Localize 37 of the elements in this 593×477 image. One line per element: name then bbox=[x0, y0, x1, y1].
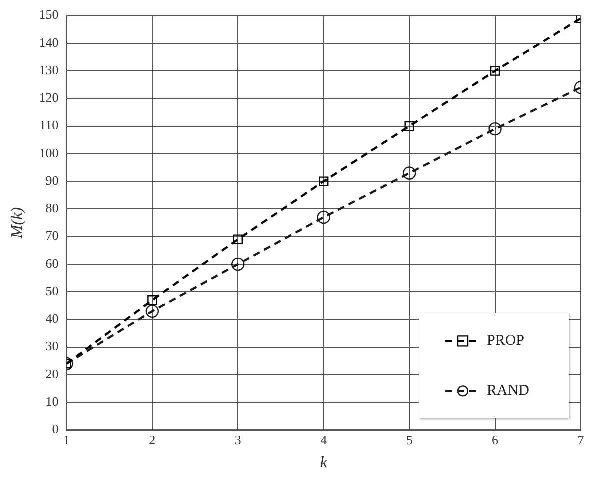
point bbox=[232, 258, 245, 272]
point bbox=[488, 122, 502, 136]
x-tick-label: 6 bbox=[492, 432, 500, 448]
x-tick-label: 4 bbox=[320, 432, 328, 448]
y-tick-label: 130 bbox=[39, 62, 59, 78]
x-axis-title: k bbox=[320, 454, 328, 472]
y-tick-label: 110 bbox=[40, 118, 59, 133]
point bbox=[404, 121, 414, 132]
point bbox=[317, 210, 330, 224]
point bbox=[490, 66, 500, 76]
y-tick-label: 80 bbox=[46, 200, 59, 216]
point bbox=[148, 296, 158, 306]
y-tick-label: 90 bbox=[46, 172, 59, 188]
y-tick-label: 0 bbox=[52, 422, 59, 437]
y-tick-label: 150 bbox=[39, 7, 59, 22]
x-tick-label: 7 bbox=[578, 432, 585, 448]
y-tick-label: 70 bbox=[46, 228, 59, 244]
y-tick-label: 20 bbox=[46, 366, 59, 382]
y-tick-label: 10 bbox=[46, 394, 59, 409]
legend-label: RAND bbox=[487, 383, 530, 400]
legend-label: PROP bbox=[487, 333, 525, 350]
point bbox=[233, 234, 243, 244]
y-tick-label: 140 bbox=[39, 34, 59, 50]
y-tick-label: 50 bbox=[46, 283, 59, 298]
x-tick-label: 5 bbox=[406, 432, 413, 448]
x-tick-label: 3 bbox=[234, 432, 242, 448]
y-tick-label: 30 bbox=[46, 338, 59, 354]
x-tick-label: 1 bbox=[63, 432, 70, 448]
point bbox=[146, 304, 160, 318]
y-tick-label: 100 bbox=[39, 145, 59, 160]
y-tick-label: 40 bbox=[46, 311, 59, 326]
y-tick-label: 120 bbox=[39, 90, 59, 106]
y-tick-label: 60 bbox=[46, 256, 59, 271]
y-axis-title: M(k) bbox=[8, 207, 26, 240]
x-tick-label: 2 bbox=[149, 432, 156, 448]
point bbox=[402, 166, 416, 180]
point bbox=[319, 176, 329, 186]
